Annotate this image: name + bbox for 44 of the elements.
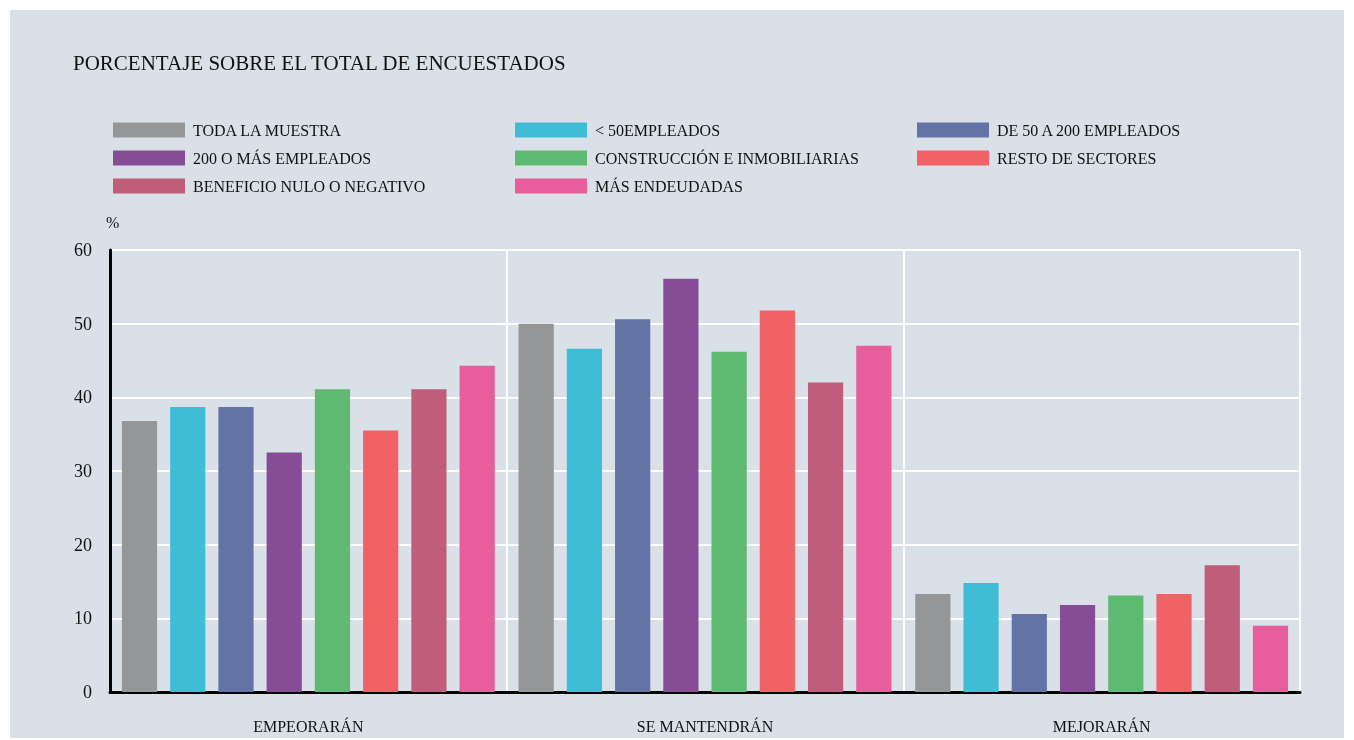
legend-label: BENEFICIO NULO O NEGATIVO <box>193 177 426 195</box>
bar <box>963 582 999 692</box>
legend-label: CONSTRUCCIÓN E INMOBILIARIAS <box>595 148 860 167</box>
y-axis-title: % <box>106 213 120 231</box>
y-tick-label: 40 <box>74 387 92 408</box>
bar <box>518 323 554 692</box>
bar <box>711 351 747 692</box>
bar <box>566 348 603 692</box>
bar <box>121 420 158 692</box>
chart-title: PORCENTAJE SOBRE EL TOTAL DE ENCUESTADOS <box>73 50 566 75</box>
bar <box>759 310 795 692</box>
bar <box>856 345 892 692</box>
legend-label: DE 50 A 200 EMPLEADOS <box>997 121 1181 139</box>
bar <box>218 406 254 692</box>
bar <box>807 382 844 692</box>
bar <box>663 278 699 692</box>
y-tick-label: 50 <box>74 313 92 334</box>
bar <box>1059 605 1096 692</box>
x-tick-label: EMPEORARÁN <box>253 716 364 735</box>
bar <box>170 406 206 692</box>
y-tick-label: 60 <box>74 240 92 260</box>
y-tick-label: 10 <box>74 608 92 629</box>
bar <box>314 389 351 692</box>
legend-label: RESTO DE SECTORES <box>997 149 1157 167</box>
legend-label: 200 O MÁS EMPLEADOS <box>193 148 372 167</box>
y-tick-label: 0 <box>83 682 92 702</box>
bar <box>915 594 951 692</box>
bar <box>1252 625 1289 692</box>
bar <box>1156 594 1192 692</box>
bar <box>411 389 447 692</box>
x-tick-label: SE MANTENDRÁN <box>636 716 774 735</box>
y-tick-label: 20 <box>74 534 92 555</box>
bar <box>1108 595 1144 692</box>
bar <box>615 319 651 692</box>
bar <box>363 430 399 692</box>
bar <box>1011 613 1047 692</box>
x-tick-label: MEJORARÁN <box>1052 716 1151 735</box>
legend-label: MÁS ENDEUDADAS <box>595 176 744 195</box>
bar <box>459 365 495 692</box>
bar <box>266 452 302 692</box>
bar <box>1204 565 1240 692</box>
legend-label: < 50EMPLEADOS <box>595 121 721 139</box>
y-tick-label: 30 <box>74 461 92 481</box>
legend-label: TODA LA MUESTRA <box>193 121 342 139</box>
